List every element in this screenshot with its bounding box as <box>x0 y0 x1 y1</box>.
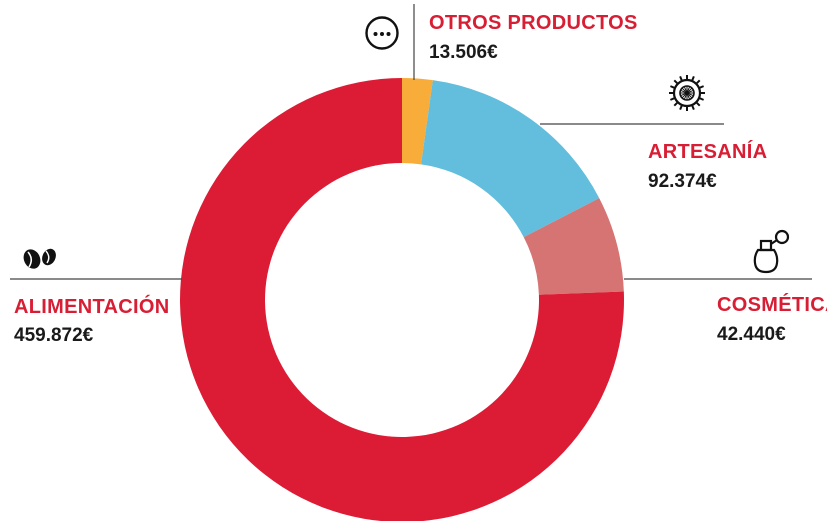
slice-cosmetica <box>523 198 624 295</box>
slice-otros-productos <box>402 78 433 165</box>
label-alimentacion: ALIMENTACIÓN 459.872€ <box>14 248 169 346</box>
category-value-alimentacion: 459.872€ <box>14 325 94 346</box>
category-name-alimentacion: ALIMENTACIÓN <box>14 294 169 318</box>
category-name-otros-productos: OTROS PRODUCTOS <box>429 12 638 34</box>
ornament-icon <box>669 75 705 111</box>
donut-slices <box>180 78 624 521</box>
category-name-artesania: ARTESANÍA <box>648 140 767 163</box>
category-value-cosmetica: 42.440€ <box>717 324 786 345</box>
perfume-bottle-icon <box>753 229 790 274</box>
label-otros-productos: OTROS PRODUCTOS 13.506€ <box>365 12 638 63</box>
category-value-artesania: 92.374€ <box>648 171 717 192</box>
label-artesania: ARTESANÍA 92.374€ <box>648 75 767 192</box>
leader-lines <box>10 4 812 280</box>
category-name-cosmetica: COSMÉTICA <box>717 293 827 316</box>
label-cosmetica: COSMÉTICA 42.440€ <box>717 229 827 345</box>
slice-alimentacion <box>180 78 624 521</box>
slice-artesania <box>421 80 600 238</box>
ellipsis-icon <box>365 16 399 50</box>
category-value-otros-productos: 13.506€ <box>429 42 498 63</box>
coffee-beans-icon <box>23 248 56 269</box>
